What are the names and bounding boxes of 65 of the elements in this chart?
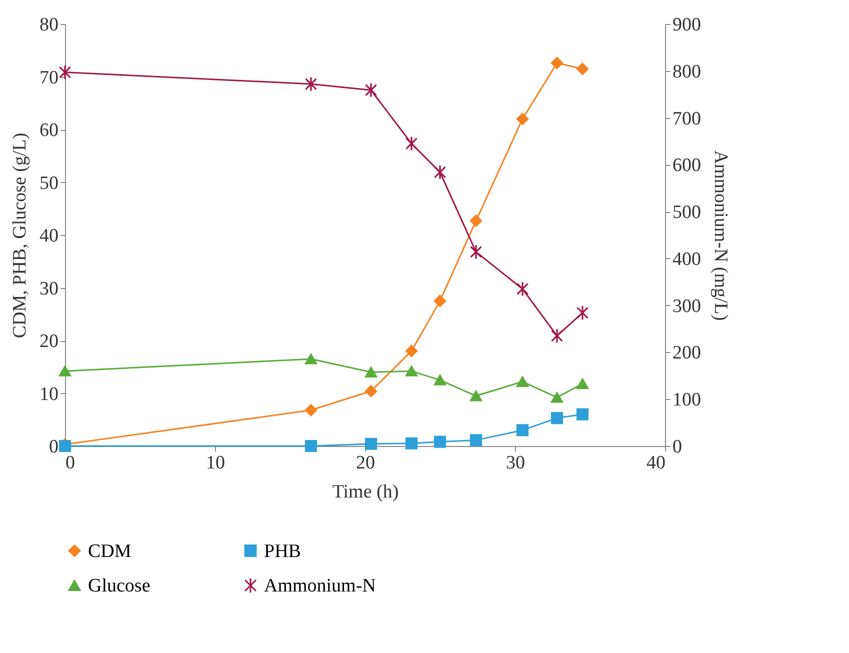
y-tick-label: 30 [40,278,58,300]
y2-tick-label: 400 [672,248,701,270]
y-tick-label: 50 [40,172,58,194]
point [550,412,564,424]
point [516,112,529,125]
y-tick-label: 80 [40,14,58,36]
x-tick-label: 20 [356,452,375,474]
point [470,214,482,227]
point [58,64,72,80]
point [364,366,378,378]
x-tick-label: 30 [506,452,525,474]
point [304,354,318,364]
point [434,436,446,448]
point [304,404,318,416]
point [434,164,446,180]
y-axis-title: CDM, PHB, Glucose (g/L) [10,132,30,338]
point [470,244,482,260]
point [434,294,446,307]
y-tick-label: 20 [40,331,58,352]
point [516,281,529,297]
point [576,62,589,75]
y2-tick-label: 600 [672,155,701,176]
point [550,392,564,403]
point [304,76,318,92]
point [434,374,446,386]
point [405,345,418,358]
y2-tick-label: 700 [672,108,701,130]
point [576,305,589,320]
y2-axis-title: Ammonium-N (mg/L) [710,150,731,321]
legend-label: CDM [88,540,132,562]
y2-tick-label: 200 [672,342,701,364]
x-tick-label: 40 [646,452,666,474]
x-tick-label: 0 [66,452,75,474]
point [550,328,564,344]
point [470,434,482,446]
point [516,376,529,387]
y2-tick-label: 100 [672,390,701,411]
point [576,408,589,420]
point [516,424,529,436]
point [550,56,564,70]
y-tick-label: 10 [40,384,58,405]
y2-tick-label: 0 [672,436,682,458]
legend-label: Ammonium-N [264,576,376,596]
point [405,366,418,376]
y-tick-label: 60 [40,120,58,141]
y2-tick-label: 500 [672,202,701,224]
point [364,438,378,450]
point [405,136,418,152]
point [576,378,589,390]
y-tick-label: 0 [49,436,58,458]
point [364,82,378,98]
y-tick-label: 40 [40,226,58,246]
y2-tick-label: 900 [672,14,701,36]
x-tick-label: 10 [206,452,225,474]
y2-tick-label: 800 [672,61,701,82]
y-tick-label: 70 [40,67,58,88]
point [470,390,482,402]
legend-label: Glucose [88,576,150,596]
point [364,385,378,398]
y2-tick-label: 300 [672,296,701,317]
legend-label: PHB [264,540,301,562]
point [304,440,318,452]
x-axis-title: Time (h) [332,482,399,502]
point [405,437,418,450]
point [58,366,72,376]
